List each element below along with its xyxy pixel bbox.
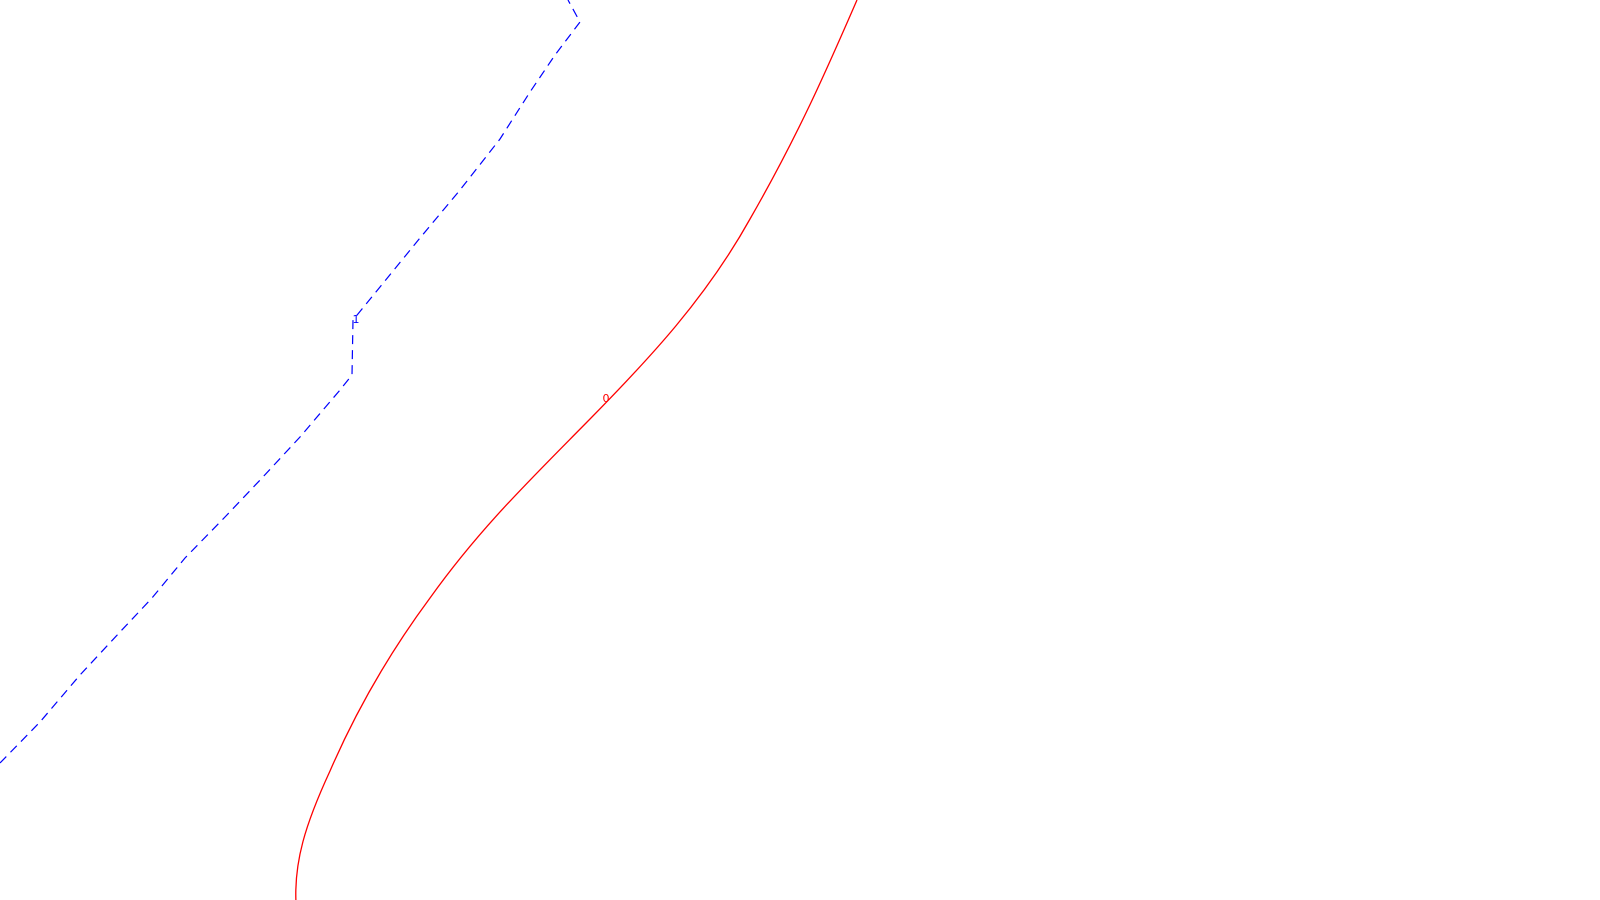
dashed-contour-line <box>0 0 581 764</box>
contour-label-0: 0 <box>603 392 610 405</box>
solid-contour-line <box>295 0 858 900</box>
contour-label-1: 1 <box>353 313 360 326</box>
